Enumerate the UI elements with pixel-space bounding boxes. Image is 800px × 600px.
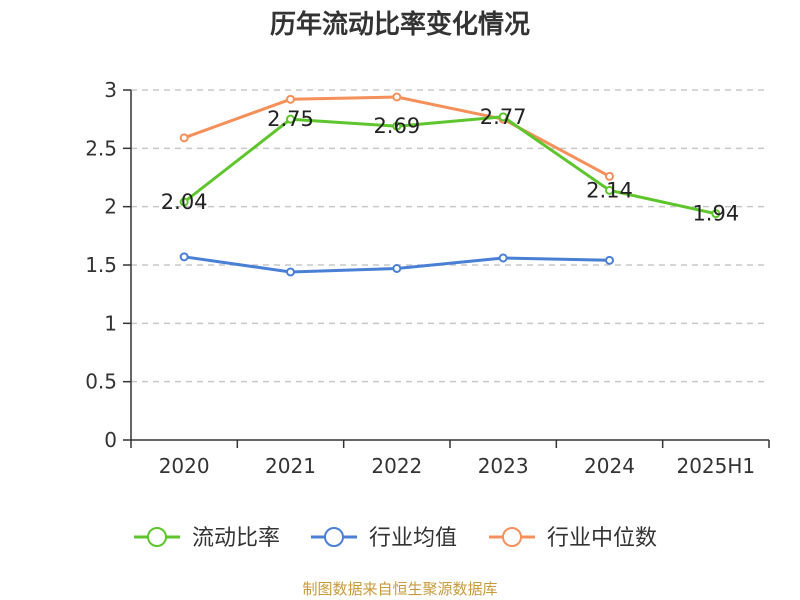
x-tick-label: 2024 — [584, 454, 635, 478]
data-point — [179, 133, 189, 143]
data-point — [392, 264, 402, 273]
y-tick-label: 3 — [104, 78, 117, 102]
y-tick-label: 1 — [104, 311, 117, 335]
y-tick-label: 0.5 — [85, 370, 117, 394]
data-label: 2.69 — [373, 114, 420, 138]
chart-title: 历年流动比率变化情况 — [269, 10, 530, 40]
x-tick-label: 2023 — [478, 454, 529, 478]
y-tick-label: 0 — [104, 428, 117, 452]
series-layer — [179, 92, 721, 277]
legend: 流动比率 行业均值 行业中位数 — [134, 526, 657, 551]
x-tick-label: 2025H1 — [676, 454, 755, 478]
data-label: 1.94 — [692, 202, 739, 226]
data-point — [286, 94, 295, 104]
x-tick-label: 2021 — [265, 454, 316, 478]
series-line-0 — [183, 115, 717, 216]
data-point — [392, 92, 402, 102]
x-tick-label: 2020 — [159, 454, 210, 478]
data-point — [605, 185, 614, 195]
source-note: 制图数据来自恒生聚源数据库 — [302, 580, 498, 598]
legend-label: 行业均值 — [369, 526, 457, 551]
data-label: 2.77 — [480, 105, 527, 129]
data-point — [286, 267, 295, 277]
data-point — [179, 252, 189, 262]
y-tick-label: 2 — [104, 195, 117, 219]
legend-item-0: 流动比率 — [134, 526, 280, 551]
data-labels: 2.04 2.75 2.69 2.77 2.14 1.94 — [161, 105, 739, 226]
data-label: 2.14 — [586, 178, 633, 202]
data-point — [392, 121, 402, 131]
data-point — [605, 255, 614, 265]
legend-item-1: 行业均值 — [311, 526, 457, 551]
data-point — [286, 114, 295, 124]
data-label: 2.75 — [267, 107, 314, 131]
legend-label: 行业中位数 — [547, 526, 657, 551]
data-point — [605, 171, 614, 181]
y-tick-label: 1.5 — [85, 253, 117, 277]
legend-marker — [502, 527, 522, 547]
legend-item-2: 行业中位数 — [489, 526, 657, 551]
legend-marker — [324, 527, 344, 547]
legend-marker — [147, 527, 167, 547]
data-point — [498, 253, 508, 263]
grid-lines — [131, 89, 769, 383]
x-tick-label: 2022 — [371, 454, 422, 478]
data-point — [498, 112, 508, 122]
y-tick-label: 2.5 — [85, 136, 117, 160]
data-point — [179, 197, 189, 207]
data-label: 2.04 — [161, 190, 208, 214]
data-point — [711, 209, 721, 219]
axes: 0 0.5 1 1.5 2 2.5 3 2020 2021 2022 2023 2024 2025H1 — [85, 78, 770, 478]
legend-label: 流动比率 — [192, 526, 280, 551]
